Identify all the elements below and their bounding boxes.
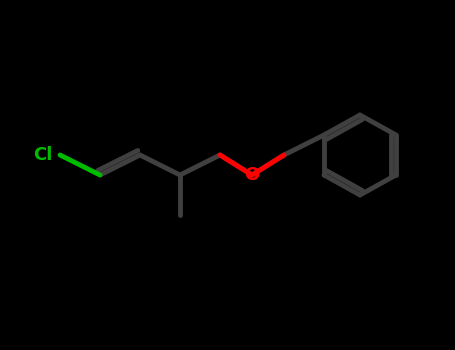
Text: Cl: Cl [33,146,52,164]
Text: O: O [244,166,260,184]
